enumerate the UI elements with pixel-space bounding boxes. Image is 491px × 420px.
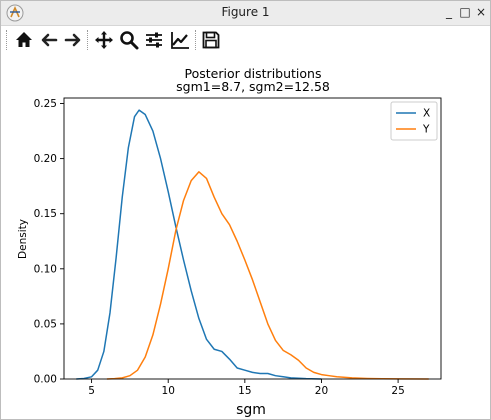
arrow-left-icon: [41, 33, 58, 47]
series-line-x: [76, 109, 322, 380]
home-icon: [16, 32, 32, 47]
chart-svg: Posterior distributions sgm1=8.7, sgm2=1…: [17, 66, 442, 418]
toolbar-grip: [6, 30, 9, 50]
toolbar: [1, 26, 490, 54]
home-button[interactable]: [13, 29, 35, 51]
x-tick-label: 25: [391, 385, 404, 397]
y-tick-label: 0.20: [34, 153, 57, 165]
axes-frame: [63, 97, 442, 380]
app-icon: [6, 4, 24, 22]
arrow-right-icon: [64, 33, 81, 47]
back-button[interactable]: [38, 29, 60, 51]
save-button[interactable]: [200, 29, 222, 51]
edit-axis-button[interactable]: [169, 29, 191, 51]
y-tick-label: 0.00: [34, 374, 57, 386]
x-tick-label: 10: [162, 385, 175, 397]
save-icon: [202, 31, 220, 49]
x-tick-label: 5: [88, 385, 95, 397]
sliders-icon: [146, 32, 162, 48]
forward-button[interactable]: [62, 29, 84, 51]
y-tick-label: 0.15: [34, 208, 57, 220]
y-tick-label: 0.10: [34, 263, 57, 275]
window-title: Figure 1: [221, 5, 270, 19]
configure-subplots-button[interactable]: [143, 29, 165, 51]
y-tick-label: 0.25: [34, 98, 57, 110]
x-tick-label: 15: [238, 385, 251, 397]
title-bar: Figure 1 _ □ ×: [1, 1, 490, 26]
figure-canvas[interactable]: Posterior distributions sgm1=8.7, sgm2=1…: [1, 55, 490, 419]
close-button[interactable]: ×: [475, 5, 487, 19]
chart-title: Posterior distributions: [185, 66, 322, 81]
chart-subtitle: sgm1=8.7, sgm2=12.58: [176, 79, 330, 94]
maximize-button[interactable]: □: [459, 5, 471, 19]
legend-label-y: Y: [422, 124, 430, 136]
y-tick-label: 0.05: [34, 318, 57, 330]
toolbar-separator: [195, 30, 198, 50]
plot-area: 5 10 15 20 25 0.00 0.05 0.10 0.15 0.20 0.25 XY: [34, 97, 442, 397]
pan-button[interactable]: [93, 29, 115, 51]
minimize-button[interactable]: _: [446, 5, 452, 19]
zoom-icon: [120, 31, 139, 50]
toolbar-separator: [87, 30, 90, 50]
series-line-y: [106, 171, 429, 380]
legend-box: [390, 101, 438, 141]
y-axis-label: Density: [17, 219, 29, 259]
line-chart-icon: [171, 32, 189, 49]
zoom-button[interactable]: [118, 29, 140, 51]
legend-label-x: X: [423, 108, 430, 120]
x-tick-label: 20: [315, 385, 328, 397]
x-axis-label: sgm: [236, 402, 266, 418]
move-icon: [95, 31, 113, 49]
